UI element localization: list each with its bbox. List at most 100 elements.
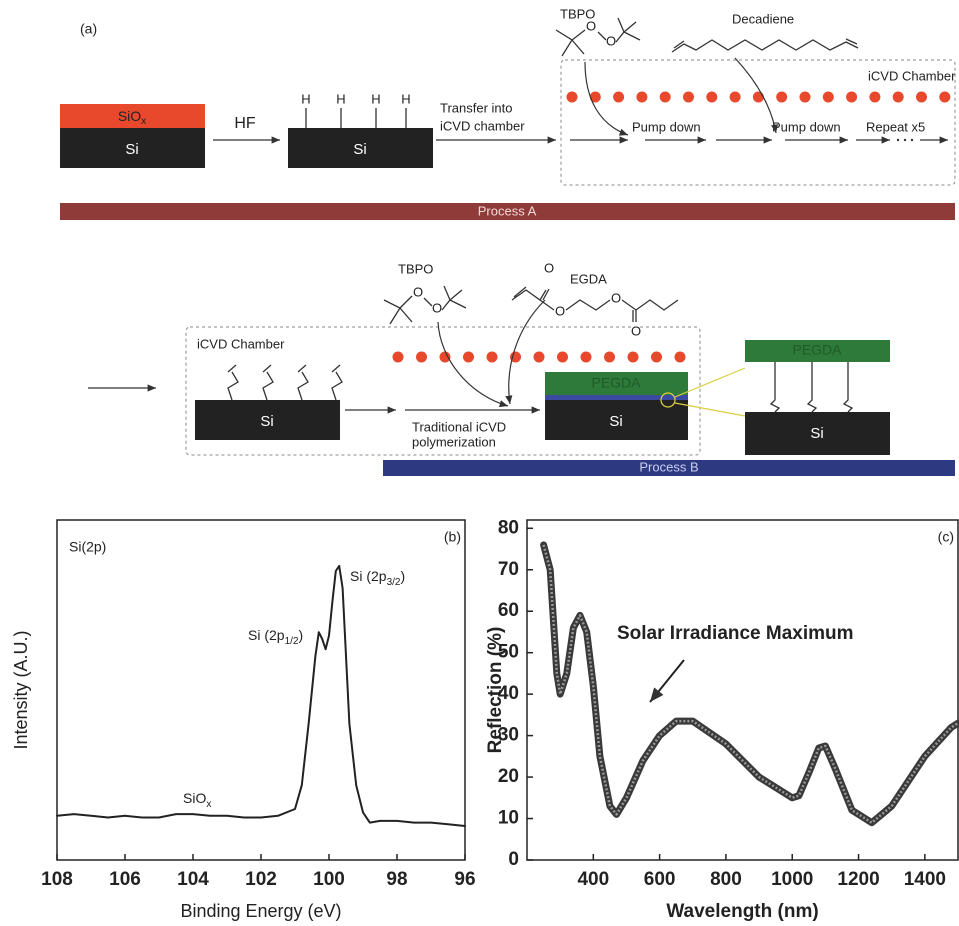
panel-label: (a) (80, 21, 97, 37)
pegda-film (745, 340, 890, 362)
x-tick-label: 102 (245, 869, 277, 890)
radicals (566, 91, 951, 103)
step-label: Traditional iCVD (412, 419, 506, 434)
radical (869, 91, 881, 103)
radical (939, 91, 951, 103)
film-label: PEGDA (591, 375, 641, 391)
radical (636, 91, 648, 103)
radical (916, 91, 927, 103)
atom: H (301, 91, 310, 106)
x-axis-label: Wavelength (nm) (666, 901, 818, 922)
x-tick-label: 400 (577, 869, 609, 890)
y-tick-label: 0 (508, 849, 519, 870)
radical (799, 91, 811, 103)
atom: O (606, 33, 616, 48)
x-tick-label: 1000 (771, 869, 813, 890)
radical (752, 91, 764, 103)
annotation: Si (2p3/2) (350, 568, 405, 588)
radical (533, 351, 545, 363)
radical (892, 91, 904, 103)
arrow (584, 61, 629, 136)
film-label: PEGDA (792, 342, 842, 358)
pegda-film (545, 372, 688, 395)
x-tick-label: 106 (109, 869, 141, 890)
y-tick-label: 60 (498, 600, 519, 621)
atom: O (432, 300, 442, 315)
step-label: Pump down (632, 119, 701, 134)
x-tick-label: 600 (644, 869, 676, 890)
radical (580, 351, 592, 363)
atom: O (555, 303, 565, 318)
radical (651, 351, 662, 363)
si-substrate (545, 400, 688, 440)
y-axis-label: Reflection (%) (485, 627, 506, 754)
x-tick-label: 108 (41, 869, 73, 890)
chamber-label: iCVD Chamber (868, 68, 956, 83)
egda-structure: O O O O (511, 260, 679, 338)
atom: O (413, 284, 423, 299)
radical (729, 91, 741, 103)
process-bar (383, 460, 955, 476)
tbpo-structure: O O (383, 284, 467, 325)
arrows (570, 136, 948, 144)
decadiene-structure (671, 38, 859, 53)
annotation: Solar Irradiance Maximum (617, 623, 854, 644)
tbpo-structure: O O (555, 17, 641, 57)
atom: O (611, 290, 621, 305)
radical (392, 351, 404, 363)
radical (604, 351, 615, 363)
layer-label: Si (260, 413, 273, 430)
radical (659, 91, 671, 103)
arrow (437, 321, 509, 408)
annotation: SiOx (183, 790, 211, 810)
annotation-text: Si (2p (350, 568, 387, 584)
step-label: Transfer into (440, 100, 513, 115)
radical (416, 351, 427, 363)
zoom-line (674, 402, 746, 417)
annotation-text: Si (2p (248, 627, 285, 643)
y-axis-label: Intensity (A.U.) (11, 630, 31, 749)
radical (706, 91, 718, 103)
x-axis-label: Binding Energy (eV) (180, 901, 341, 921)
atom: O (631, 323, 641, 338)
atom: H (401, 91, 410, 106)
plot-frame (526, 519, 959, 861)
annotation: Si (2p1/2) (248, 627, 303, 647)
process-bar (60, 203, 955, 220)
data-line-highlight (542, 544, 959, 824)
atom: H (371, 91, 380, 106)
vinyl-groups (227, 364, 343, 401)
annotation-tail: ) (298, 627, 303, 643)
step-label: Repeat x5 (866, 119, 925, 134)
radical (557, 351, 568, 363)
interface (545, 395, 688, 400)
layer-label: Si (810, 425, 823, 442)
radical (683, 91, 694, 103)
chamber-label: iCVD Chamber (197, 336, 285, 351)
si-substrate (288, 128, 433, 168)
annotation-tail: ) (400, 568, 405, 584)
layer-label: SiOx (118, 108, 146, 127)
y-tick-label: 80 (498, 517, 519, 538)
annotation-text: SiO (183, 790, 206, 806)
chart-label: Si(2p) (69, 539, 106, 555)
layer-label: Si (609, 413, 622, 430)
molecule-label: TBPO (560, 6, 595, 21)
x-tick-label: 98 (386, 869, 407, 890)
radical (439, 351, 451, 363)
tethers (769, 362, 854, 413)
process-label: Process A (478, 203, 537, 218)
molecule-label: Decadiene (732, 11, 794, 26)
chamber-box (185, 326, 701, 456)
radical (627, 351, 639, 363)
radical (776, 91, 788, 103)
bonds (305, 108, 407, 128)
atom: O (544, 260, 554, 275)
radical (613, 91, 625, 103)
radical (486, 351, 498, 363)
panel-label: (b) (444, 529, 461, 545)
x-tick-label: 1400 (904, 869, 946, 890)
radical (589, 91, 601, 103)
schematic: (a) SiOx Si HF H H H H Si Transfer into … (60, 6, 956, 476)
